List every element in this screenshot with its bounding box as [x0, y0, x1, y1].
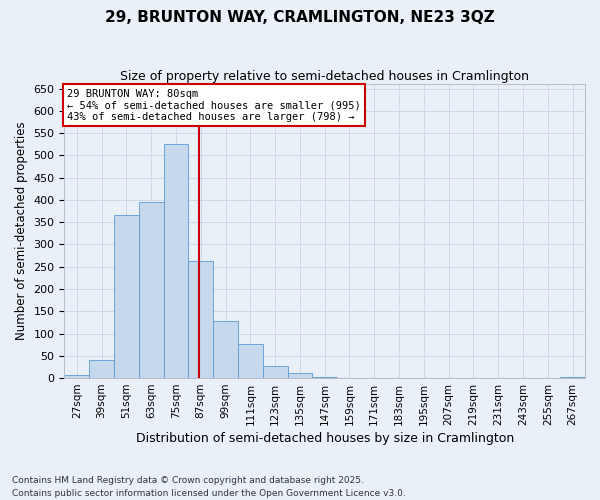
Y-axis label: Number of semi-detached properties: Number of semi-detached properties — [15, 122, 28, 340]
Bar — [287, 373, 313, 378]
Bar — [213, 321, 238, 378]
Bar — [560, 376, 585, 378]
Bar — [313, 376, 337, 378]
Bar — [188, 261, 213, 378]
X-axis label: Distribution of semi-detached houses by size in Cramlington: Distribution of semi-detached houses by … — [136, 432, 514, 445]
Text: 29 BRUNTON WAY: 80sqm
← 54% of semi-detached houses are smaller (995)
43% of sem: 29 BRUNTON WAY: 80sqm ← 54% of semi-deta… — [67, 88, 361, 122]
Bar — [139, 202, 164, 378]
Text: 29, BRUNTON WAY, CRAMLINGTON, NE23 3QZ: 29, BRUNTON WAY, CRAMLINGTON, NE23 3QZ — [105, 10, 495, 25]
Text: Contains HM Land Registry data © Crown copyright and database right 2025.
Contai: Contains HM Land Registry data © Crown c… — [12, 476, 406, 498]
Bar — [114, 214, 139, 378]
Bar — [64, 374, 89, 378]
Bar — [164, 144, 188, 378]
Bar — [263, 366, 287, 378]
Bar — [238, 344, 263, 378]
Bar — [89, 360, 114, 378]
Title: Size of property relative to semi-detached houses in Cramlington: Size of property relative to semi-detach… — [120, 70, 529, 83]
